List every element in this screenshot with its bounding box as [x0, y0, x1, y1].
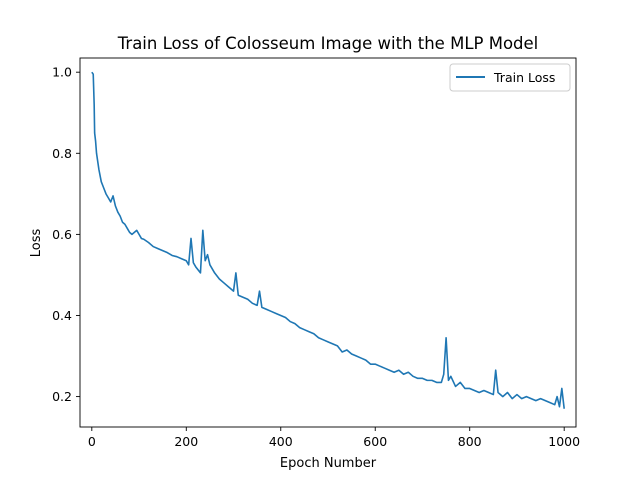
y-tick-label: 0.4: [52, 308, 72, 323]
y-axis-ticks: 0.2 0.4 0.6 0.8 1.0: [52, 65, 80, 404]
legend-box: [449, 63, 571, 92]
legend-label-train-loss: Train Loss: [493, 70, 555, 85]
x-tick-label: 200: [174, 434, 198, 449]
y-tick-label: 0.2: [52, 389, 72, 404]
x-tick-label: 0: [88, 434, 96, 449]
y-tick-label: 0.6: [52, 227, 72, 242]
y-tick-label: 0.8: [52, 146, 72, 161]
x-tick-label: 1000: [548, 434, 580, 449]
x-tick-label: 600: [363, 434, 387, 449]
x-axis-label: Epoch Number: [280, 456, 377, 471]
x-tick-label: 800: [458, 434, 482, 449]
plot-area: [91, 71, 565, 409]
y-tick-label: 1.0: [52, 65, 72, 80]
legend: Train Loss: [449, 63, 571, 92]
chart-title: Train Loss of Colosseum Image with the M…: [117, 34, 539, 53]
series-line-train-loss: [91, 71, 565, 409]
y-axis-label: Loss: [29, 229, 44, 258]
plot-frame: [79, 57, 577, 428]
x-axis-ticks: 0 200 400 600 800 1000: [88, 427, 580, 449]
x-tick-label: 400: [269, 434, 293, 449]
